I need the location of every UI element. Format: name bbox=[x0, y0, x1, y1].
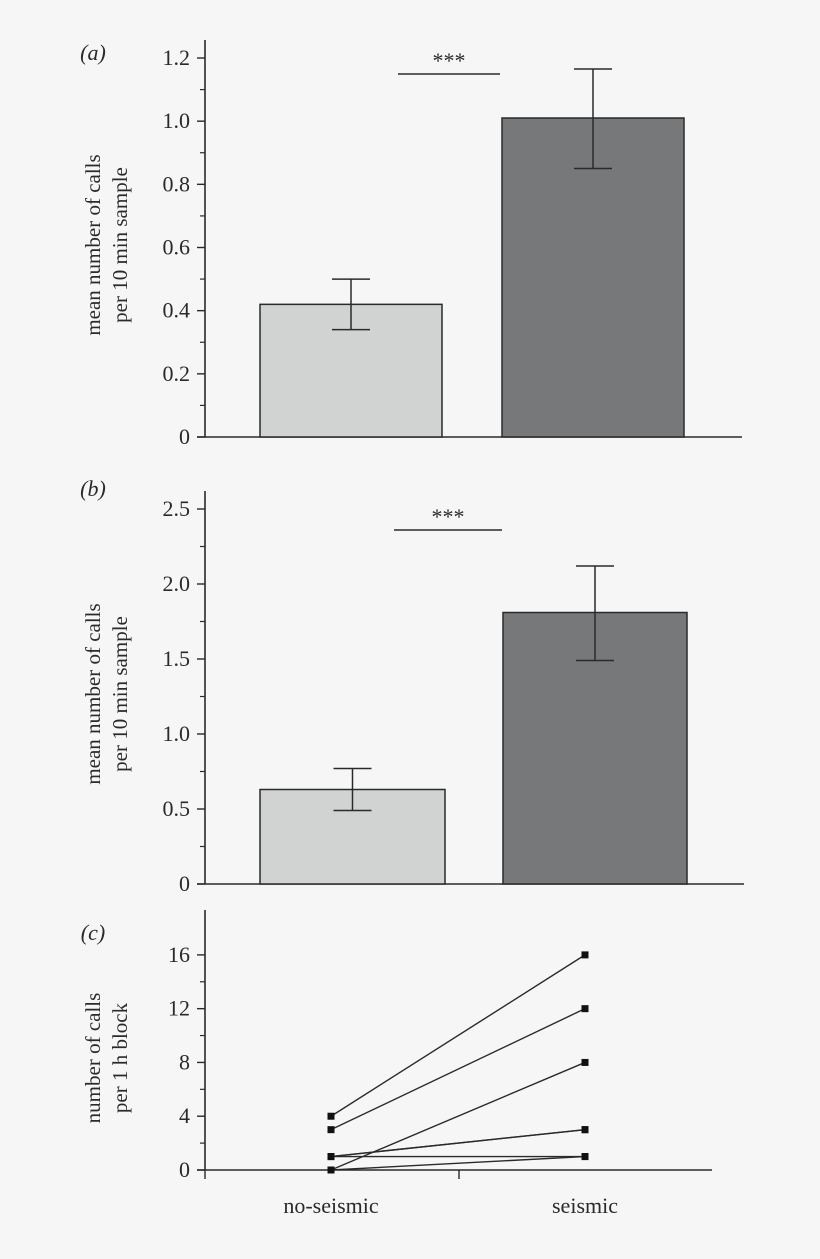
panel-label: (a) bbox=[80, 40, 106, 65]
y-axis-title-line-1: mean number of calls bbox=[81, 154, 105, 335]
data-point bbox=[581, 1005, 589, 1013]
y-tick-label: 0 bbox=[179, 871, 190, 896]
y-tick-label: 1.0 bbox=[163, 721, 191, 746]
y-tick-label: 1.0 bbox=[163, 108, 191, 133]
y-tick-label: 0.4 bbox=[163, 298, 191, 323]
series-line-group bbox=[327, 1005, 589, 1134]
data-point bbox=[327, 1153, 335, 1161]
y-axis-title-line-2: per 10 min sample bbox=[108, 167, 132, 323]
y-tick-label: 0 bbox=[179, 1157, 190, 1182]
panel-c: (c) number of calls per 1 h block 0 4 8 12 16 no… bbox=[81, 910, 712, 1218]
y-tick-label: 0.6 bbox=[163, 235, 191, 260]
y-tick-label: 12 bbox=[168, 996, 190, 1021]
panel-label: (b) bbox=[80, 476, 106, 501]
y-tick-label: 2.0 bbox=[163, 571, 191, 596]
y-tick-label: 2.5 bbox=[163, 496, 191, 521]
panel-b: (b) mean number of calls per 10 min sample… bbox=[80, 476, 744, 896]
series-line-group bbox=[327, 951, 589, 1120]
y-tick-label: 4 bbox=[179, 1103, 190, 1128]
data-point bbox=[581, 1058, 589, 1066]
y-axis-title-line-2: per 10 min sample bbox=[108, 616, 132, 772]
y-tick-label: 0.5 bbox=[163, 796, 191, 821]
x-tick-label: no-seismic bbox=[283, 1193, 379, 1218]
data-point bbox=[327, 1126, 335, 1134]
y-axis-title-line-1: number of calls bbox=[81, 993, 105, 1124]
y-tick-label: 16 bbox=[168, 942, 190, 967]
data-point bbox=[581, 1126, 589, 1134]
series-line bbox=[330, 1008, 586, 1131]
y-tick-label: 0.2 bbox=[163, 361, 191, 386]
series-line bbox=[330, 1155, 586, 1171]
significance-marker: *** bbox=[432, 504, 465, 529]
significance-marker: *** bbox=[433, 48, 466, 73]
panel-a: (a) mean number of calls per 10 min sample… bbox=[80, 40, 742, 449]
y-axis-title: mean number of calls per 10 min sample bbox=[81, 603, 132, 784]
y-tick-label: 0 bbox=[179, 424, 190, 449]
data-point bbox=[327, 1112, 335, 1120]
series-line-group bbox=[327, 1153, 589, 1174]
x-tick-label: seismic bbox=[552, 1193, 618, 1218]
y-axis-title-line-2: per 1 h block bbox=[108, 1002, 132, 1113]
data-point bbox=[581, 1153, 589, 1161]
series-line bbox=[330, 1128, 586, 1158]
data-point bbox=[327, 1166, 335, 1174]
panel-label: (c) bbox=[81, 920, 105, 945]
y-tick-label: 8 bbox=[179, 1049, 190, 1074]
y-axis-title-line-1: mean number of calls bbox=[81, 603, 105, 784]
y-axis-title: mean number of calls per 10 min sample bbox=[81, 154, 132, 335]
y-tick-label: 1.5 bbox=[163, 646, 191, 671]
bar-seismic bbox=[501, 117, 685, 438]
y-tick-label: 0.8 bbox=[163, 171, 191, 196]
y-axis-title: number of calls per 1 h block bbox=[81, 993, 132, 1124]
data-point bbox=[581, 951, 589, 959]
y-tick-label: 1.2 bbox=[163, 45, 191, 70]
series-line bbox=[330, 954, 586, 1117]
